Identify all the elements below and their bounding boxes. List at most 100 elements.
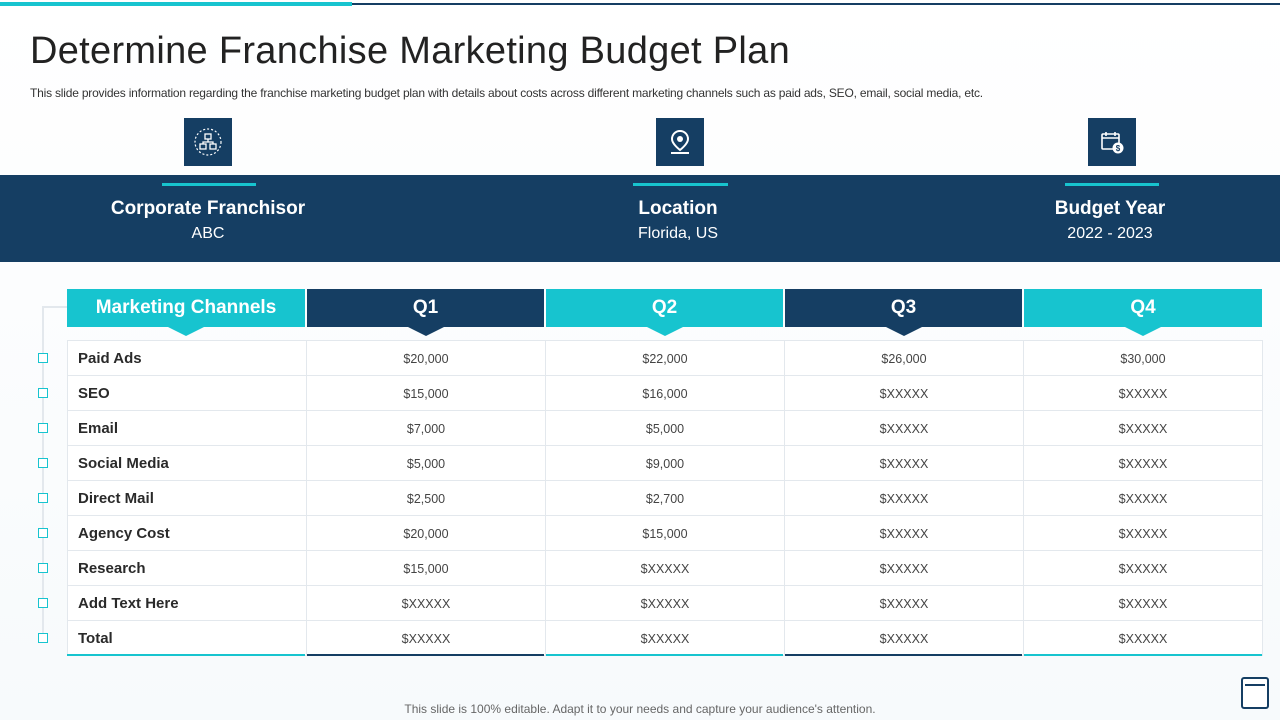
- info-value: 2022 - 2023: [1067, 225, 1153, 242]
- amount-cell: $XXXXX: [785, 516, 1024, 551]
- tree-connector: [42, 306, 44, 640]
- budget-table: Paid Ads $20,000 $22,000 $26,000 $30,000 SEO $…: [67, 340, 1263, 656]
- amount-cell: $XXXXX: [785, 446, 1024, 481]
- amount-cell: $XXXXX: [307, 621, 546, 656]
- row-bullet: [38, 458, 48, 468]
- amount-cell: $15,000: [546, 516, 785, 551]
- top-rule: [0, 3, 1280, 5]
- svg-text:$: $: [1116, 144, 1121, 153]
- header-label: Q4: [1130, 297, 1156, 318]
- amount-cell: $XXXXX: [1118, 561, 1168, 576]
- amount-cell: $9,000: [546, 446, 785, 481]
- row-bullet: [38, 528, 48, 538]
- channel-name-cell: Direct Mail: [68, 481, 307, 516]
- channel-name-cell: Research: [68, 551, 307, 586]
- header-q3: Q3: [785, 289, 1022, 336]
- amount-cell: $XXXXX: [785, 621, 1024, 656]
- slide-icon[interactable]: [1241, 677, 1269, 709]
- amount-cell: $2,700: [546, 481, 785, 516]
- amount-cell: $XXXXX: [546, 621, 785, 656]
- amount-cell: $XXXXX: [546, 551, 785, 586]
- channel-name-cell: SEO: [68, 376, 307, 411]
- channel-name-cell: Email: [68, 411, 307, 446]
- table-row: Paid Ads $20,000 $22,000 $26,000 $30,000: [68, 341, 1262, 376]
- header-label: Q2: [651, 297, 678, 318]
- header-q4: Q4: [1024, 289, 1262, 336]
- amount-cell: $XXXXX: [785, 481, 1024, 516]
- info-corporate-franchisor: Corporate Franchisor ABC: [92, 175, 324, 262]
- info-location: Location Florida, US: [562, 175, 794, 262]
- table-bottom-accent: [785, 654, 1022, 656]
- table-bottom-accent: [546, 654, 783, 656]
- amount-cell: $15,000: [307, 551, 546, 586]
- header-q2: Q2: [546, 289, 783, 336]
- amount-cell: $XXXXX: [1118, 421, 1168, 436]
- amount-cell: $20,000: [307, 516, 546, 551]
- channel-name-cell: Total: [68, 621, 307, 656]
- info-band: Corporate Franchisor ABC Location Florid…: [0, 175, 1280, 262]
- amount-cell: $15,000: [307, 376, 546, 411]
- page-title: Determine Franchise Marketing Budget Pla…: [30, 30, 790, 72]
- amount-cell: $30,000: [1120, 351, 1166, 366]
- info-budget-year: Budget Year 2022 - 2023: [994, 175, 1226, 262]
- row-bullet: [38, 633, 48, 643]
- header-marketing-channels: Marketing Channels: [67, 289, 305, 336]
- header-q1: Q1: [307, 289, 544, 336]
- table-row: Email $7,000 $5,000 $XXXXX $XXXXX: [68, 411, 1262, 446]
- amount-cell: $26,000: [785, 341, 1024, 376]
- amount-cell: $5,000: [307, 446, 546, 481]
- channel-name-cell: Add Text Here: [68, 586, 307, 621]
- amount-cell: $XXXXX: [1118, 386, 1168, 401]
- table-row: SEO $15,000 $16,000 $XXXXX $XXXXX: [68, 376, 1262, 411]
- amount-cell: $XXXXX: [1118, 596, 1168, 611]
- row-bullet: [38, 563, 48, 573]
- channel-name-cell: Paid Ads: [68, 341, 307, 376]
- amount-cell: $XXXXX: [307, 586, 546, 621]
- amount-cell: $22,000: [546, 341, 785, 376]
- row-bullet: [38, 388, 48, 398]
- info-value: ABC: [191, 225, 225, 242]
- table-bottom-accent: [67, 654, 305, 656]
- amount-cell: $XXXXX: [785, 376, 1024, 411]
- table-row: Social Media $5,000 $9,000 $XXXXX $XXXXX: [68, 446, 1262, 481]
- page-subtitle: This slide provides information regardin…: [30, 86, 983, 100]
- table-row: Total $XXXXX $XXXXX $XXXXX $XXXXX: [68, 621, 1262, 656]
- table-row: Agency Cost $20,000 $15,000 $XXXXX $XXXXX: [68, 516, 1262, 551]
- table-row: Research $15,000 $XXXXX $XXXXX $XXXXX: [68, 551, 1262, 586]
- amount-cell: $XXXXX: [546, 586, 785, 621]
- row-bullet: [38, 423, 48, 433]
- row-bullet: [38, 598, 48, 608]
- network-org-icon: [184, 118, 232, 166]
- header-label: Marketing Channels: [95, 297, 277, 318]
- amount-cell: $16,000: [546, 376, 785, 411]
- table-bottom-accent: [307, 654, 544, 656]
- row-bullet: [38, 493, 48, 503]
- table-bottom-accent: [1024, 654, 1262, 656]
- amount-cell: $20,000: [307, 341, 546, 376]
- amount-cell: $2,500: [307, 481, 546, 516]
- row-bullet: [38, 353, 48, 363]
- header-label: Q1: [412, 297, 439, 318]
- amount-cell: $XXXXX: [785, 586, 1024, 621]
- amount-cell: $XXXXX: [1118, 491, 1168, 506]
- location-pin-icon: [656, 118, 704, 166]
- calendar-dollar-icon: $: [1088, 118, 1136, 166]
- info-accent-line: [162, 183, 256, 186]
- amount-cell: $5,000: [546, 411, 785, 446]
- amount-cell: $XXXXX: [785, 551, 1024, 586]
- table-row: Direct Mail $2,500 $2,700 $XXXXX $XXXXX: [68, 481, 1262, 516]
- amount-cell: $XXXXX: [1118, 631, 1168, 646]
- channel-name-cell: Social Media: [68, 446, 307, 481]
- info-value: Florida, US: [637, 225, 719, 242]
- info-accent-line: [633, 183, 728, 186]
- amount-cell: $XXXXX: [1118, 456, 1168, 471]
- info-label: Corporate Franchisor: [110, 198, 306, 219]
- info-label: Budget Year: [1054, 198, 1166, 219]
- footer-note: This slide is 100% editable. Adapt it to…: [404, 702, 876, 716]
- amount-cell: $XXXXX: [785, 411, 1024, 446]
- info-accent-line: [1065, 183, 1159, 186]
- channel-name-cell: Agency Cost: [68, 516, 307, 551]
- table-row: Add Text Here $XXXXX $XXXXX $XXXXX $XXXXX: [68, 586, 1262, 621]
- tree-connector: [42, 306, 67, 308]
- top-rule-accent: [0, 2, 352, 6]
